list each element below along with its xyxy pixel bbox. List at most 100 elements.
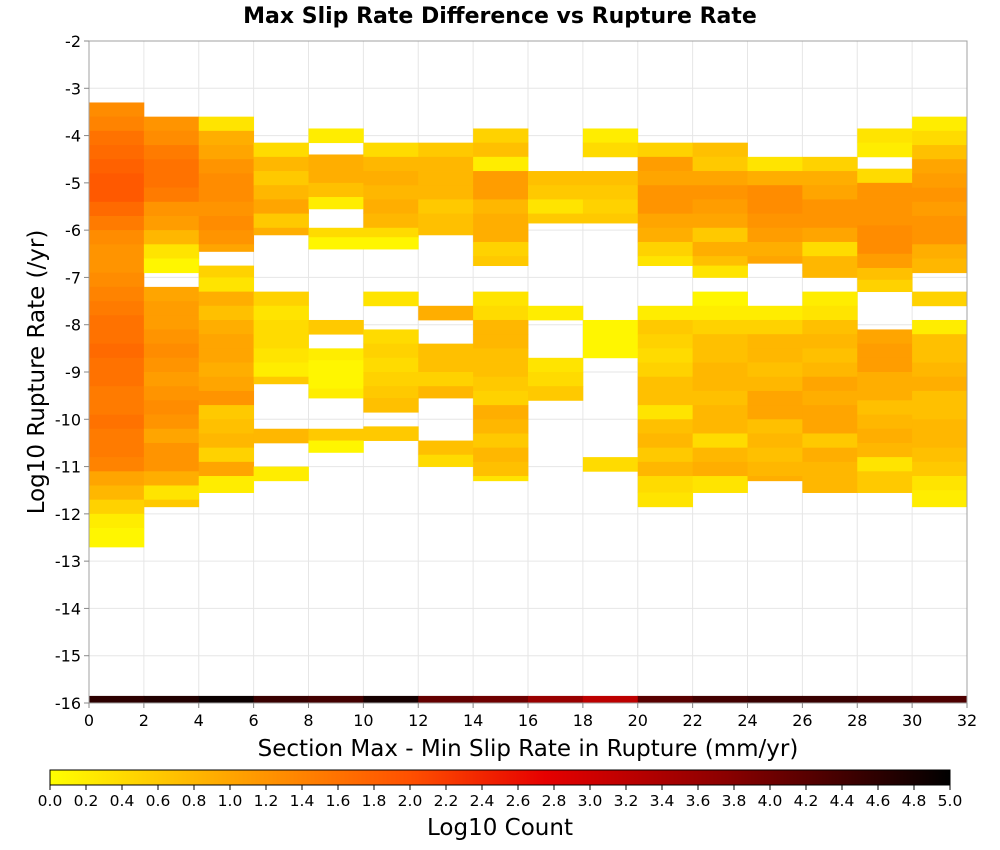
heatmap-cell bbox=[308, 168, 364, 184]
heatmap-cell bbox=[857, 442, 913, 458]
heatmap-cell bbox=[418, 156, 474, 172]
heatmap-cell bbox=[253, 466, 309, 482]
heatmap-cell bbox=[802, 390, 858, 406]
heatmap-cell bbox=[912, 447, 968, 463]
heatmap-cell bbox=[637, 142, 694, 158]
heatmap-cell bbox=[253, 291, 309, 307]
x-tick-label: 22 bbox=[682, 711, 702, 730]
heatmap-cell bbox=[912, 230, 968, 245]
y-axis-label: Log10 Rupture Rate (/yr) bbox=[24, 230, 50, 515]
heatmap-cell bbox=[89, 414, 145, 430]
heatmap-cell bbox=[473, 213, 529, 229]
heatmap-cell bbox=[802, 256, 858, 271]
heatmap-cell bbox=[143, 499, 200, 508]
y-axis-ticks: -2 -3 -4 -5 -6 -7 -8 -9 -10 -11 -12 -13 -14 -15 -16 bbox=[55, 32, 89, 713]
heatmap-cell bbox=[692, 265, 748, 278]
heatmap-cell bbox=[473, 376, 529, 392]
heatmap-cell bbox=[637, 447, 694, 463]
heatmap-cell bbox=[802, 305, 858, 321]
colorbar-tick-label: 3.0 bbox=[578, 792, 603, 810]
heatmap-cell bbox=[857, 386, 913, 401]
heatmap-cell bbox=[637, 213, 694, 229]
heatmap-cell bbox=[89, 471, 145, 486]
heatmap-cell bbox=[473, 142, 529, 158]
colorbar-tick-label: 3.6 bbox=[686, 792, 711, 810]
heatmap-cell bbox=[857, 414, 913, 430]
heatmap-cell bbox=[473, 348, 529, 363]
x-tick-label: 4 bbox=[194, 711, 204, 730]
heatmap-cell bbox=[857, 128, 913, 144]
heatmap-cell bbox=[637, 362, 694, 378]
heatmap-cell bbox=[582, 457, 639, 472]
heatmap-cell bbox=[253, 227, 309, 236]
y-tick-label: -8 bbox=[65, 316, 81, 335]
heatmap-cell bbox=[89, 528, 145, 548]
colorbar-label: Log10 Count bbox=[427, 815, 573, 841]
heatmap-cell bbox=[418, 343, 474, 359]
colorbar-tick-label: 0.4 bbox=[110, 792, 135, 810]
heatmap-cell bbox=[692, 213, 748, 229]
heatmap-cell bbox=[143, 230, 200, 245]
heatmap-cell bbox=[912, 130, 968, 146]
heatmap-cell bbox=[802, 348, 858, 363]
y-tick-label: -14 bbox=[55, 599, 81, 618]
heatmap-cell bbox=[143, 145, 200, 160]
heatmap-cell bbox=[89, 272, 145, 288]
heatmap-cell bbox=[308, 227, 364, 238]
heatmap-cell bbox=[528, 305, 584, 321]
heatmap-cell bbox=[143, 428, 200, 444]
heatmap-cell bbox=[692, 348, 748, 363]
heatmap-cell bbox=[418, 357, 474, 373]
heatmap-cell bbox=[308, 182, 364, 198]
heatmap-cell bbox=[857, 471, 913, 493]
heatmap-cell bbox=[692, 447, 748, 463]
heatmap-cell bbox=[253, 362, 309, 378]
colorbar-tick-label: 0.0 bbox=[38, 792, 63, 810]
x-tick-label: 26 bbox=[792, 711, 812, 730]
heatmap-cell bbox=[912, 244, 968, 259]
colorbar-tick-label: 3.2 bbox=[614, 792, 639, 810]
heatmap-cell bbox=[143, 215, 200, 231]
heatmap-cell bbox=[637, 492, 694, 508]
heatmap-cell bbox=[473, 319, 529, 335]
heatmap-cell bbox=[198, 334, 255, 349]
heatmap-cell bbox=[473, 419, 529, 434]
x-tick-label: 8 bbox=[303, 711, 313, 730]
x-axis-ticks: 0 2 4 6 8 10 12 14 16 18 20 22 24 26 28 30 32 bbox=[84, 703, 977, 730]
heatmap-cell bbox=[89, 400, 145, 415]
heatmap-cell bbox=[363, 227, 419, 238]
heatmap-cell bbox=[473, 362, 529, 378]
heatmap-cell bbox=[528, 695, 584, 703]
heatmap-cell bbox=[89, 159, 145, 174]
heatmap-cell bbox=[802, 171, 858, 186]
heatmap-cell bbox=[912, 362, 968, 378]
heatmap-cell bbox=[198, 461, 255, 477]
heatmap-cell bbox=[637, 433, 694, 449]
heatmap-cell bbox=[912, 490, 968, 508]
heatmap-cell bbox=[143, 343, 200, 359]
heatmap-cell bbox=[528, 357, 584, 373]
heatmap-cell bbox=[912, 390, 968, 406]
heatmap-cell bbox=[637, 390, 694, 406]
heatmap-cell bbox=[198, 390, 255, 406]
heatmap-cell bbox=[747, 334, 803, 349]
heatmap-cell bbox=[143, 695, 200, 703]
colorbar-tick-label: 3.8 bbox=[722, 792, 747, 810]
heatmap-cell bbox=[308, 440, 364, 453]
heatmap-cell bbox=[198, 265, 255, 278]
heatmap-cell bbox=[582, 185, 639, 200]
heatmap-cell bbox=[308, 197, 364, 210]
heatmap-cell bbox=[747, 256, 803, 264]
heatmap-cell bbox=[253, 199, 309, 214]
heatmap-cell bbox=[253, 142, 309, 158]
heatmap-cell bbox=[308, 154, 364, 170]
heatmap-cell bbox=[802, 695, 858, 703]
heatmap-cell bbox=[912, 476, 968, 491]
heatmap-cell bbox=[198, 215, 255, 231]
heatmap-cell bbox=[912, 433, 968, 449]
heatmap-cell bbox=[89, 116, 145, 132]
x-axis-label: Section Max - Min Slip Rate in Rupture (… bbox=[258, 736, 799, 762]
heatmap-cell bbox=[143, 442, 200, 458]
heatmap-cell bbox=[143, 244, 200, 259]
heatmap-cell bbox=[582, 695, 639, 703]
